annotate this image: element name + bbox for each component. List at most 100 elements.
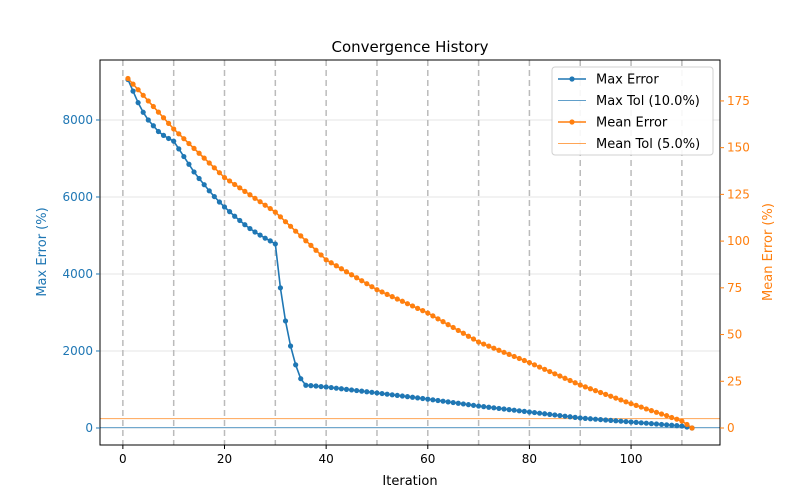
data-point xyxy=(328,384,334,391)
data-point xyxy=(526,409,533,415)
data-point xyxy=(603,391,609,397)
data-point xyxy=(257,199,263,205)
data-point xyxy=(435,397,441,404)
y-left-tick-label: 4000 xyxy=(62,267,93,281)
y-right-tick-label: 175 xyxy=(727,94,750,108)
data-point xyxy=(562,375,568,381)
data-point xyxy=(425,396,431,402)
data-point xyxy=(455,327,461,334)
data-point xyxy=(181,153,187,160)
data-point xyxy=(653,421,660,427)
data-point xyxy=(262,235,268,241)
x-tick-label: 80 xyxy=(522,452,537,466)
data-point xyxy=(130,81,136,87)
data-point xyxy=(267,238,273,244)
data-point xyxy=(674,423,680,429)
data-point xyxy=(384,391,390,397)
data-point xyxy=(318,383,324,390)
data-point xyxy=(628,401,634,407)
data-point xyxy=(587,416,594,422)
data-point xyxy=(628,419,634,425)
data-point xyxy=(359,278,365,284)
data-point xyxy=(531,409,538,416)
data-point xyxy=(140,92,146,98)
data-point xyxy=(343,269,350,275)
data-point xyxy=(669,422,675,428)
data-point xyxy=(511,407,517,413)
data-point xyxy=(323,384,329,390)
data-point xyxy=(191,145,197,152)
data-point xyxy=(369,284,375,290)
data-point xyxy=(486,404,492,410)
y-left-tick-label: 8000 xyxy=(62,113,93,127)
data-point xyxy=(176,146,182,152)
data-point xyxy=(542,366,548,372)
data-point xyxy=(389,392,395,398)
data-point xyxy=(608,417,614,423)
data-point xyxy=(597,416,604,423)
x-tick-label: 0 xyxy=(119,452,127,466)
data-point xyxy=(572,414,578,420)
data-point xyxy=(608,393,614,399)
y-right-tick-label: 125 xyxy=(727,187,750,201)
data-point xyxy=(501,349,507,355)
data-point xyxy=(252,229,258,235)
data-point xyxy=(470,402,477,408)
data-point xyxy=(623,399,629,405)
data-point xyxy=(582,415,588,421)
data-point xyxy=(257,232,263,238)
data-point xyxy=(470,336,477,342)
chart-title: Convergence History xyxy=(331,38,488,56)
data-point xyxy=(679,418,685,424)
data-point xyxy=(521,408,527,414)
data-point xyxy=(430,313,436,319)
data-point xyxy=(597,389,604,396)
y-left-tick-label: 6000 xyxy=(62,190,93,204)
data-point xyxy=(399,393,405,399)
data-point xyxy=(684,421,690,428)
data-point xyxy=(521,357,527,364)
data-point xyxy=(211,165,217,171)
y-right-axis-label: Mean Error (%) xyxy=(761,203,776,301)
data-point xyxy=(420,395,426,402)
data-point xyxy=(206,188,212,194)
data-point xyxy=(191,169,197,175)
data-point xyxy=(394,296,400,302)
data-point xyxy=(455,400,461,406)
data-point xyxy=(303,238,309,244)
y-right-tick-label: 100 xyxy=(727,234,750,248)
data-point xyxy=(511,353,517,360)
data-point xyxy=(252,195,258,201)
data-point xyxy=(282,318,289,324)
data-point xyxy=(623,418,629,425)
data-point xyxy=(323,257,329,263)
data-point xyxy=(618,397,624,403)
data-point xyxy=(135,87,141,93)
data-point xyxy=(587,386,594,392)
data-point xyxy=(592,416,599,422)
data-point xyxy=(674,416,680,422)
data-point xyxy=(618,418,624,424)
legend-box xyxy=(551,66,714,156)
data-point xyxy=(557,412,563,419)
data-point xyxy=(221,174,228,181)
data-point xyxy=(440,398,446,404)
data-point xyxy=(272,209,278,215)
data-point xyxy=(364,281,370,287)
data-point xyxy=(526,359,533,366)
data-point xyxy=(653,409,660,415)
data-point xyxy=(476,403,482,409)
data-point xyxy=(648,421,654,427)
data-point xyxy=(338,386,344,392)
data-point xyxy=(211,193,217,200)
data-point xyxy=(237,217,243,224)
data-point xyxy=(155,109,162,115)
legend-label: Max Tol (10.0%) xyxy=(596,94,700,109)
data-point xyxy=(633,402,639,408)
data-point xyxy=(171,126,177,132)
data-point xyxy=(247,225,253,232)
data-point xyxy=(481,404,487,410)
data-point xyxy=(476,339,482,345)
data-point xyxy=(633,419,639,426)
